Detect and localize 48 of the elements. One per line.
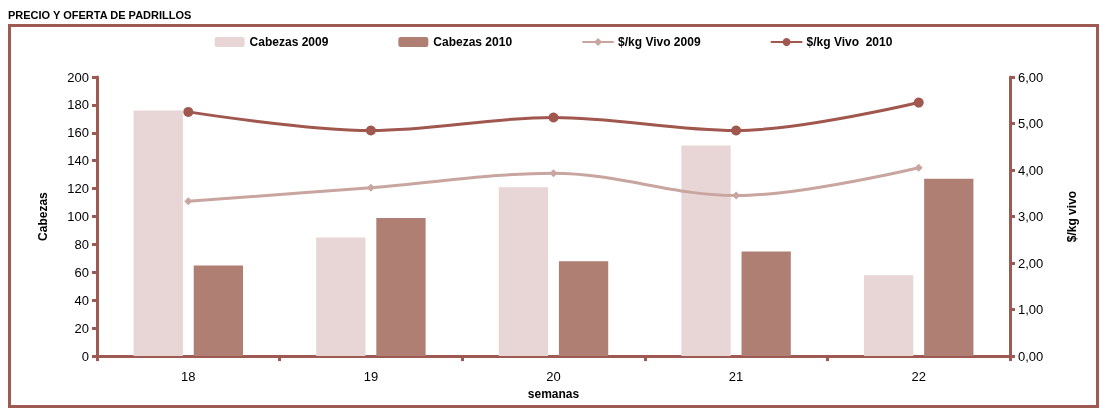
- y2-tick-label: 3,00: [1018, 209, 1044, 225]
- y-tick-label: 140: [67, 153, 89, 169]
- y2-tick-label: 5,00: [1018, 116, 1044, 132]
- bar: [498, 187, 549, 357]
- point: [184, 197, 193, 206]
- bar: [558, 261, 609, 357]
- x-tick-label: 18: [181, 369, 196, 385]
- x-tick-label: 22: [911, 369, 926, 385]
- y-tick-label: 100: [67, 209, 89, 225]
- y2-tick-label: 1,00: [1018, 302, 1044, 318]
- legend-label: $/kg Vivo 2010: [806, 35, 893, 49]
- bar: [924, 178, 974, 357]
- y2-tick-label: 6,00: [1018, 69, 1044, 85]
- y-tick-label: 0: [81, 348, 89, 364]
- legend-label: $/kg Vivo 2009: [618, 35, 701, 49]
- bar: [741, 251, 791, 357]
- point: [913, 97, 924, 108]
- point: [731, 125, 742, 136]
- bar: [863, 275, 914, 357]
- bar: [133, 110, 183, 357]
- x-tick-label: 21: [728, 369, 744, 385]
- y-tick-label: 120: [67, 181, 89, 197]
- y2-axis-title: $/kg vivo: [1065, 190, 1079, 243]
- chart-title: PRECIO Y OFERTA DE PADRILLOS: [8, 8, 193, 22]
- y-tick-label: 180: [67, 97, 89, 113]
- y-tick-label: 60: [74, 264, 89, 280]
- y-tick-label: 20: [74, 320, 89, 336]
- x-tick-label: 19: [363, 369, 379, 385]
- bar: [681, 145, 731, 357]
- y2-tick-label: 4,00: [1018, 162, 1044, 178]
- point: [365, 125, 376, 136]
- y2-tick-label: 0,00: [1018, 348, 1044, 364]
- y2-tick-label: 2,00: [1018, 255, 1044, 271]
- y-tick-label: 80: [74, 236, 89, 252]
- bar: [316, 237, 366, 357]
- y-tick-label: 40: [74, 292, 89, 308]
- y-tick-label: 160: [67, 125, 89, 141]
- point: [548, 112, 559, 123]
- bar: [376, 217, 426, 357]
- y-axis-title: Cabezas: [36, 191, 50, 241]
- bar: [193, 265, 244, 357]
- legend-label: Cabezas 2010: [433, 35, 513, 49]
- point: [914, 163, 923, 172]
- x-axis-title: semanas: [527, 387, 580, 401]
- point: [183, 106, 194, 117]
- y-tick-label: 200: [67, 69, 89, 85]
- x-tick-label: 20: [546, 369, 561, 385]
- legend-label: Cabezas 2009: [249, 35, 329, 49]
